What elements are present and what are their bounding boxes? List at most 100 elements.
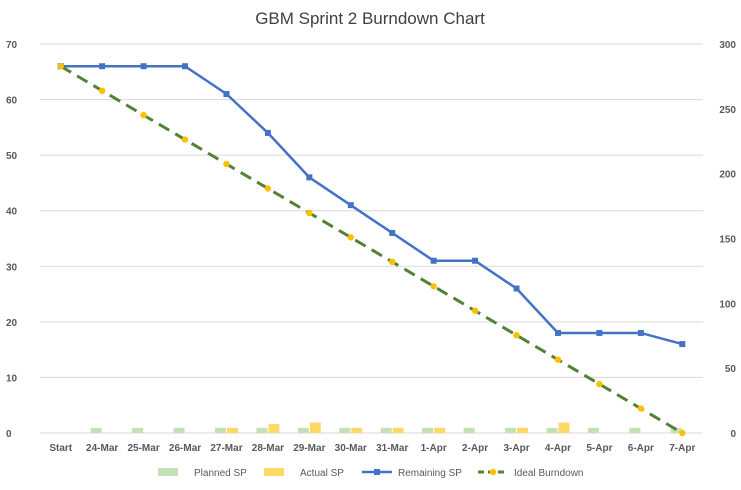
y-left-tick-label: 50 [6,151,18,162]
planned-sp-bar [256,427,268,433]
x-tick-label: 2-Apr [462,443,488,454]
actual-sp-bar [392,427,404,433]
x-tick-label: 24-Mar [86,443,118,454]
remaining-sp-legend-label: Remaining SP [398,468,462,479]
y-right-tick-label: 250 [719,105,736,116]
x-tick-label: 6-Apr [628,443,654,454]
ideal-burndown-point [57,63,64,70]
ideal-burndown-point [430,283,437,290]
actual-sp-bar [517,427,529,433]
y-left-tick-label: 20 [6,318,18,329]
remaining-sp-point [306,174,313,181]
planned-sp-bar [587,427,599,433]
actual-sp-bar [226,427,238,433]
planned-sp-bar [380,427,392,433]
remaining-sp-point [513,285,520,292]
x-tick-label: 4-Apr [545,443,571,454]
remaining-sp-point [472,257,479,264]
planned-sp-bar [132,427,144,433]
planned-sp-bar [422,427,434,433]
remaining-sp-point [554,329,561,336]
remaining-sp-point [223,91,230,98]
gridlines [40,43,703,434]
bar-series [90,422,682,433]
remaining-sp-point [596,329,603,336]
x-tick-label: 7-Apr [669,443,695,454]
x-tick-label: 5-Apr [586,443,612,454]
remaining-sp-point [430,257,437,264]
y-left-tick-label: 10 [6,373,18,384]
ideal-burndown-legend-label: Ideal Burndown [514,468,584,479]
remaining-sp-point [140,63,147,70]
y-right-tick-label: 300 [719,40,736,51]
y-right-tick-label: 50 [725,364,737,375]
y-right-tick-label: 100 [719,299,736,310]
planned-sp-bar [90,427,102,433]
planned-sp-bar [297,427,309,433]
ideal-burndown-point [554,356,562,363]
x-tick-label: 30-Mar [335,443,367,454]
y-left-tick-label: 40 [6,207,18,218]
remaining-sp-point [679,341,686,348]
remaining-sp-legend-marker [374,469,380,475]
actual-sp-bar [558,422,570,433]
ideal-burndown-point [140,111,147,119]
x-tick-label: 27-Mar [210,443,242,454]
ideal-burndown-legend-marker [489,468,497,476]
x-tick-label: Start [49,443,72,454]
axis-labels: 0 10 20 30 40 50 60 70 0 50 100 150 200 250 300 Start 24… [6,40,736,454]
ideal-burndown-point [223,160,230,168]
chart-title: GBM Sprint 2 Burndown Chart [255,9,485,28]
legend: Planned SP Actual SP Remaining SP Ideal Bur… [158,468,584,479]
ideal-burndown-point [264,185,272,192]
remaining-sp-point [182,63,189,70]
ideal-burndown-point [513,331,520,339]
planned-sp-bar [173,427,185,433]
y-right-tick-label: 200 [719,170,736,181]
ideal-burndown-point [347,234,354,241]
x-tick-label: 28-Mar [252,443,284,454]
ideal-burndown-point [637,405,645,412]
ideal-burndown-line [59,64,684,435]
x-tick-label: 25-Mar [127,443,159,454]
planned-sp-legend-swatch [158,468,178,476]
actual-sp-legend-label: Actual SP [300,468,344,479]
x-tick-label: 3-Apr [503,443,529,454]
x-tick-label: 26-Mar [169,443,201,454]
y-left-tick-label: 0 [6,429,12,440]
remaining-sp-point [264,129,271,136]
remaining-sp-point [389,229,396,236]
ideal-burndown-point [679,429,686,437]
remaining-sp-point [637,329,644,336]
x-tick-label: 1-Apr [421,443,447,454]
planned-sp-bar [505,427,517,433]
actual-sp-bar [309,422,321,433]
actual-sp-bar [351,427,363,433]
x-tick-label: 29-Mar [293,443,325,454]
planned-sp-bar [463,427,475,433]
remaining-sp-line [60,64,683,346]
y-left-tick-label: 60 [6,96,18,107]
ideal-burndown-point [471,307,479,314]
planned-sp-legend-label: Planned SP [194,468,247,479]
ideal-burndown-point [181,136,189,143]
line-series [57,63,686,437]
y-right-tick-label: 150 [719,235,736,246]
planned-sp-bar [214,427,226,433]
ideal-burndown-point [306,209,313,217]
actual-sp-bar [434,427,446,433]
y-left-tick-label: 30 [6,262,18,273]
y-left-tick-label: 70 [6,40,18,51]
planned-sp-bar [546,427,558,433]
x-tick-label: 31-Mar [376,443,408,454]
planned-sp-bar [629,427,641,433]
remaining-sp-point [99,63,106,70]
remaining-sp-point [347,202,354,209]
planned-sp-bar [339,427,351,433]
ideal-burndown-point [596,380,603,388]
ideal-burndown-point [98,87,106,94]
ideal-burndown-point [389,258,396,266]
actual-sp-bar [268,423,280,433]
